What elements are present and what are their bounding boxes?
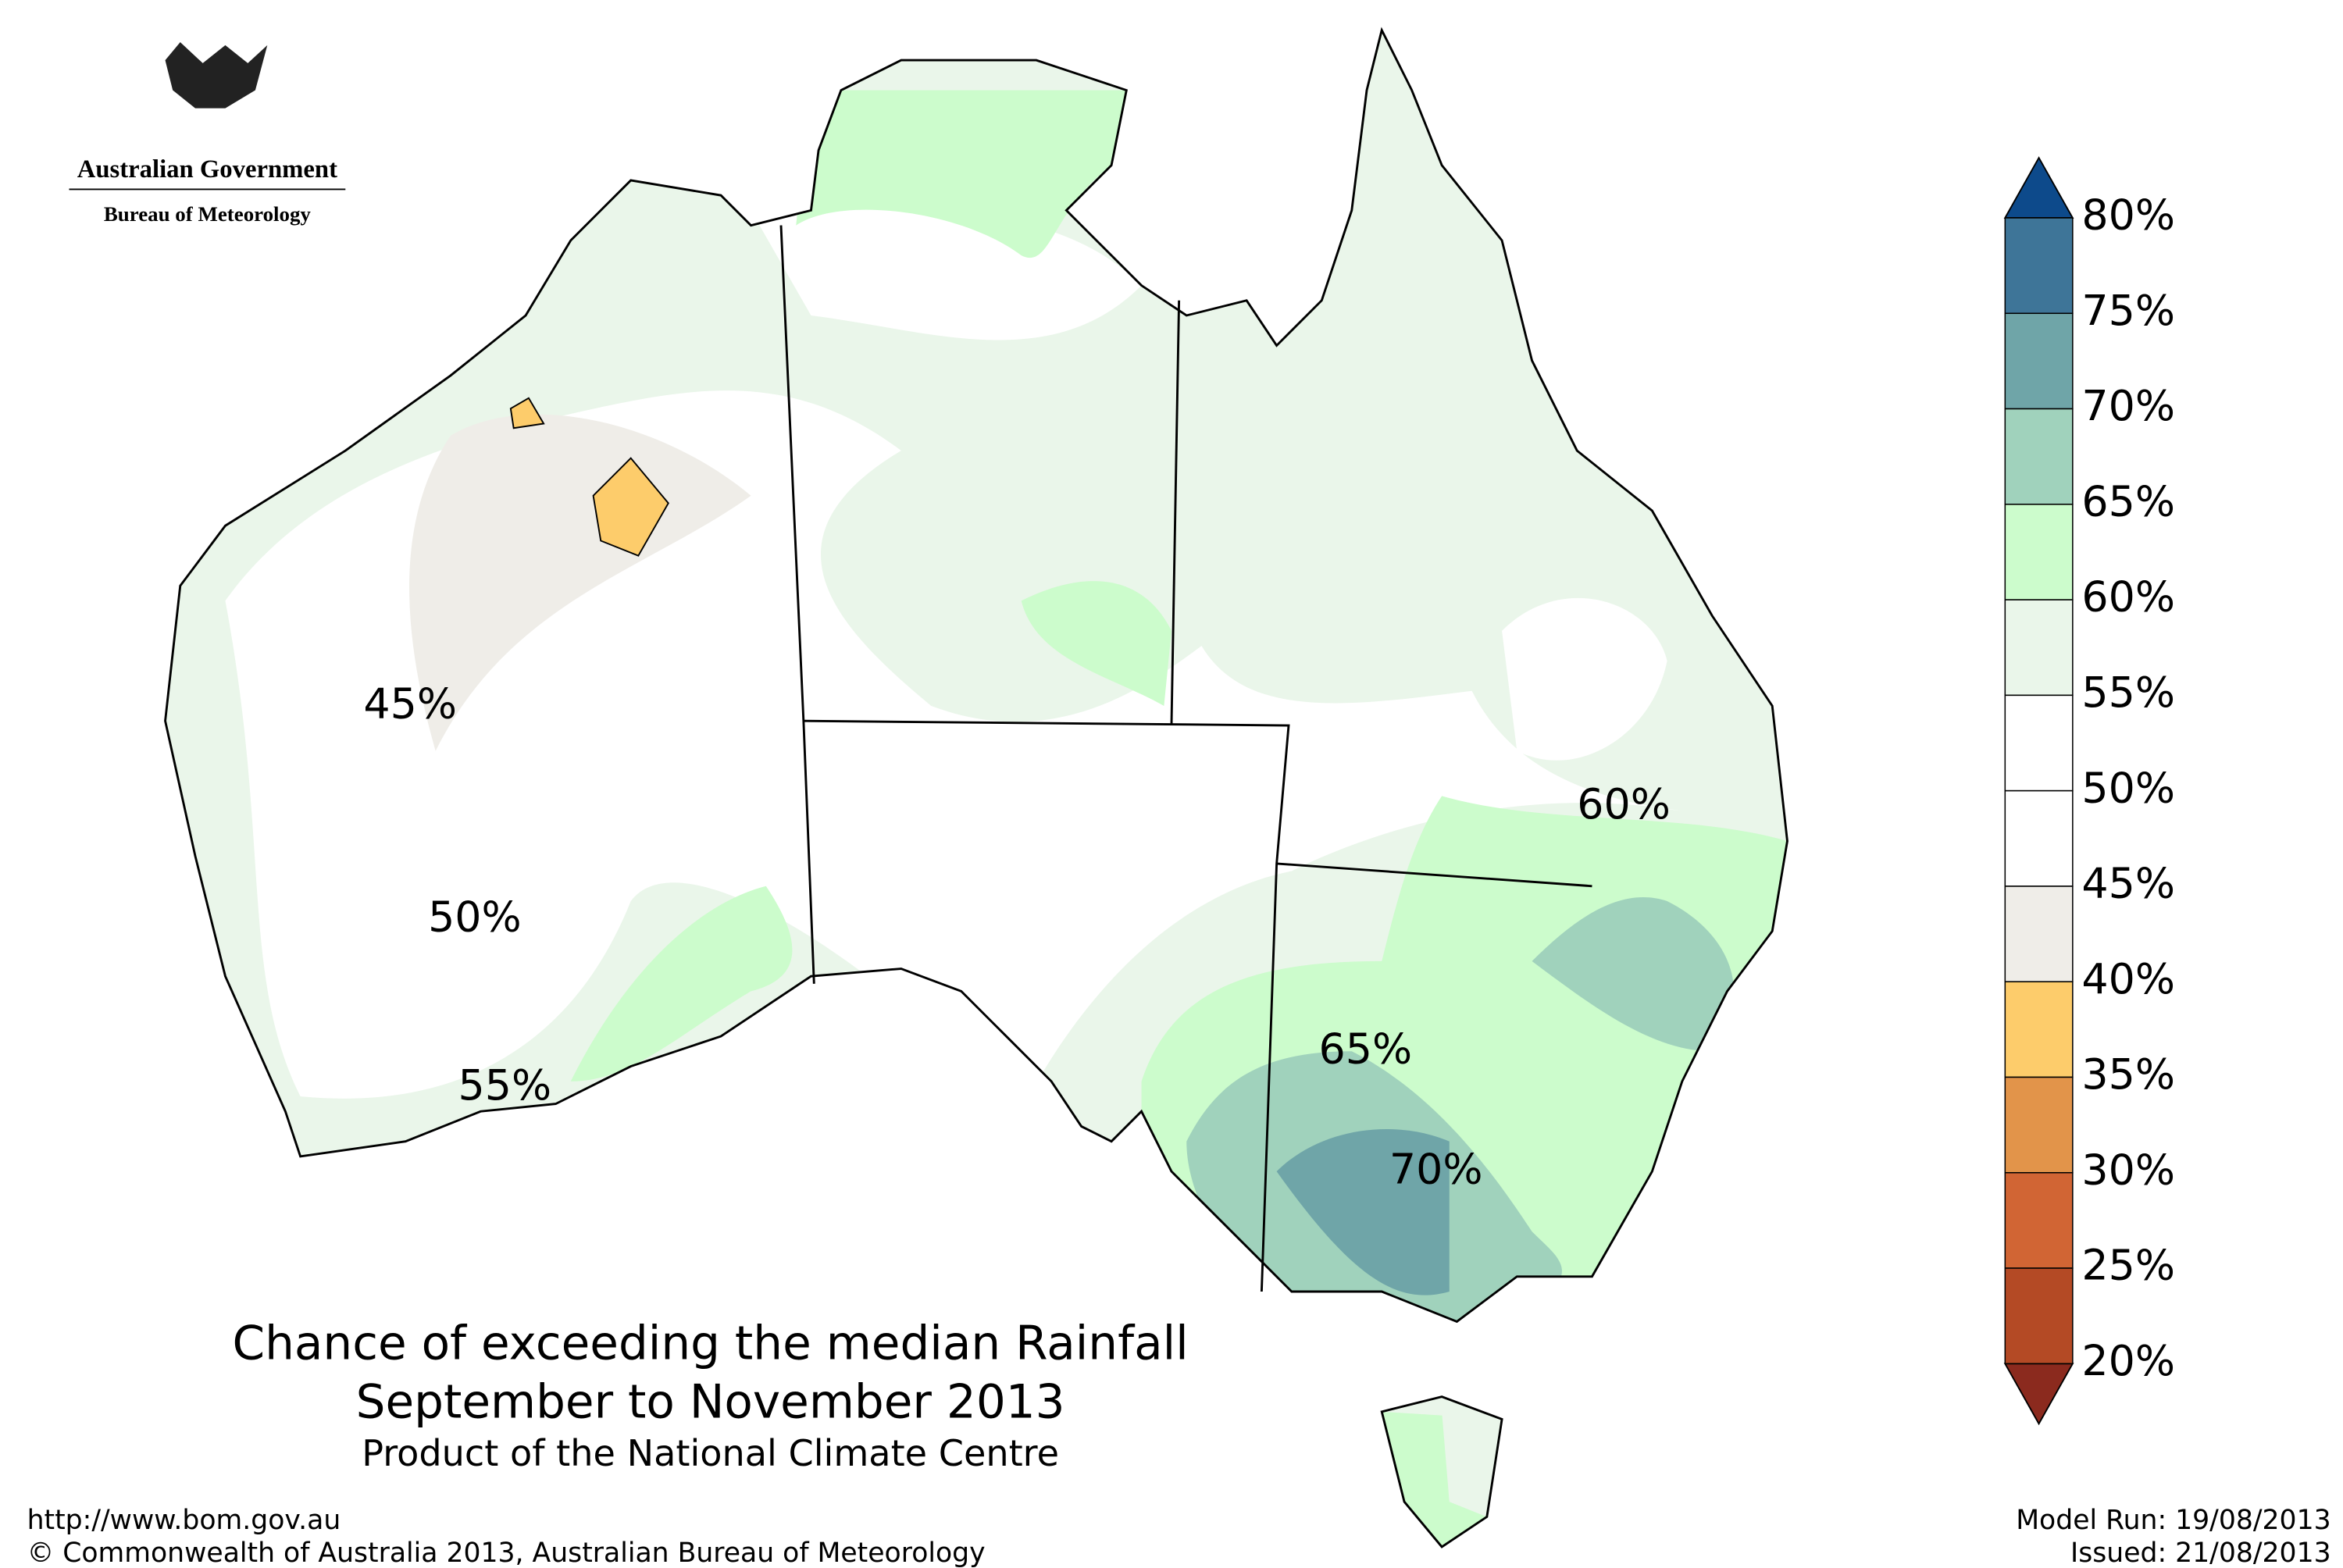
legend-band bbox=[2004, 1171, 2074, 1269]
legend-band bbox=[2004, 694, 2074, 792]
legend-band bbox=[2004, 886, 2074, 982]
issued: Issued: 21/08/2013 bbox=[2070, 1538, 2331, 1568]
contour-label: 65% bbox=[1318, 1025, 1412, 1074]
legend-band bbox=[2004, 217, 2074, 315]
legend-over bbox=[2003, 156, 2074, 219]
model-run: Model Run: 19/08/2013 bbox=[2016, 1505, 2331, 1536]
legend-label: 55% bbox=[2081, 668, 2175, 717]
contour-label: 45% bbox=[363, 679, 457, 728]
contour-label: 60% bbox=[1577, 779, 1671, 829]
url: http://www.bom.gov.au bbox=[27, 1505, 341, 1536]
title: Chance of exceeding the median Rainfall bbox=[232, 1317, 1188, 1371]
legend-label: 30% bbox=[2081, 1145, 2175, 1194]
legend-band bbox=[2004, 312, 2074, 410]
logo: Australian Government Bureau of Meteorol… bbox=[69, 42, 346, 226]
legend-under bbox=[2003, 1363, 2074, 1426]
legend: 80% 75% 70% 65% 60% 55% 50% 45% 40% 35% 30% 25% 20% bbox=[2003, 156, 2175, 1426]
government-name: Australian Government bbox=[77, 155, 337, 184]
legend-label: 25% bbox=[2081, 1241, 2175, 1290]
legend-band bbox=[2004, 408, 2074, 505]
legend-label: 75% bbox=[2081, 286, 2175, 335]
contour-labels: 45% 50% 55% 60% 65% 70% bbox=[363, 679, 1671, 1193]
legend-band bbox=[2004, 981, 2074, 1078]
legend-label: 40% bbox=[2081, 954, 2175, 1003]
legend-band bbox=[2004, 1076, 2074, 1174]
product-note: Product of the National Climate Centre bbox=[362, 1432, 1059, 1474]
copyright: © Commonwealth of Australia 2013, Austra… bbox=[27, 1538, 986, 1568]
legend-label: 60% bbox=[2081, 572, 2175, 622]
state-borders bbox=[779, 225, 1592, 1292]
title-block: Chance of exceeding the median Rainfall … bbox=[232, 1317, 1188, 1475]
legend-label: 50% bbox=[2081, 763, 2175, 812]
legend-label: 70% bbox=[2081, 381, 2175, 430]
legend-band bbox=[2004, 504, 2074, 600]
legend-label: 20% bbox=[2081, 1336, 2175, 1385]
legend-label: 35% bbox=[2081, 1049, 2175, 1099]
legend-label: 65% bbox=[2081, 476, 2175, 526]
legend-band bbox=[2004, 599, 2074, 697]
contour-label: 50% bbox=[428, 892, 522, 941]
legend-label: 80% bbox=[2081, 191, 2175, 240]
contour-label: 55% bbox=[458, 1060, 552, 1110]
coat-of-arms bbox=[165, 42, 268, 109]
bureau-name: Bureau of Meteorology bbox=[104, 202, 312, 226]
contour-label: 70% bbox=[1389, 1145, 1483, 1194]
subtitle: September to November 2013 bbox=[356, 1376, 1065, 1430]
legend-band bbox=[2004, 789, 2074, 887]
legend-band bbox=[2004, 1267, 2074, 1365]
legend-label: 45% bbox=[2081, 859, 2175, 908]
